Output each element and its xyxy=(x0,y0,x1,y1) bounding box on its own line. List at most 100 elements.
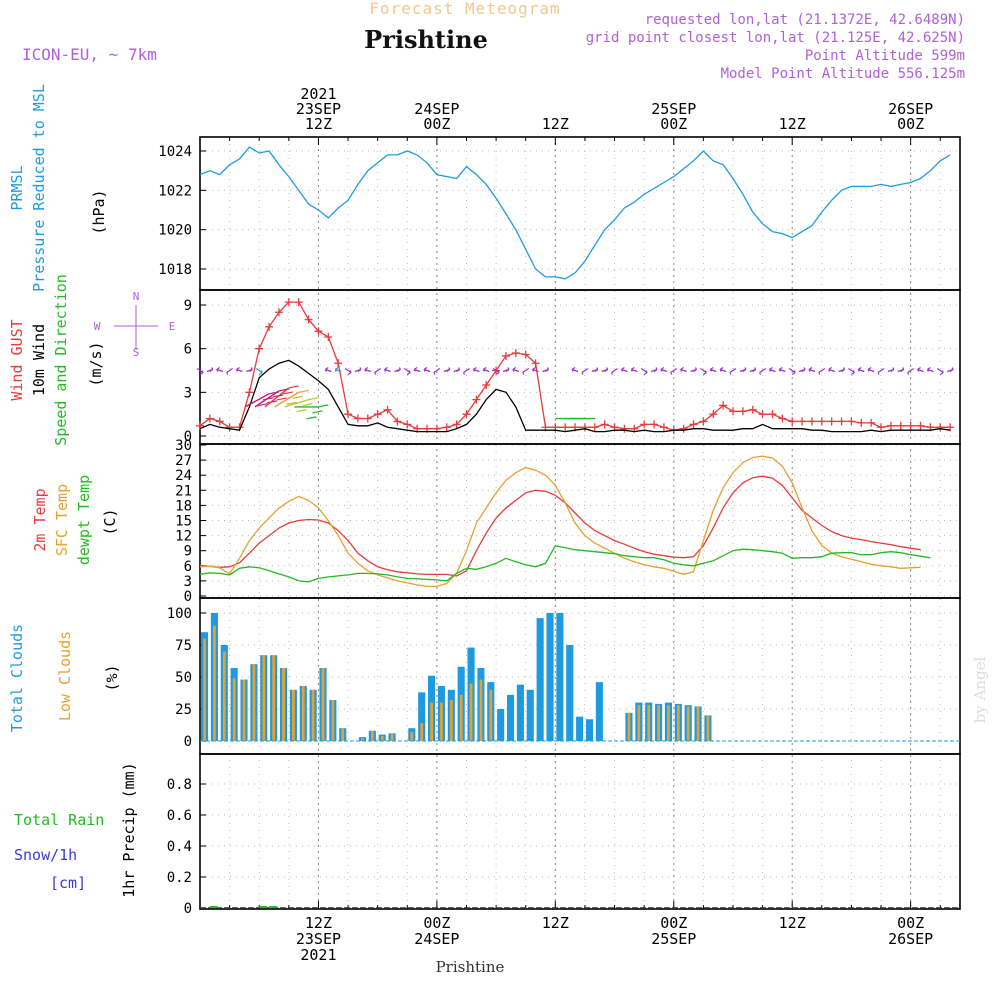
pressure-line xyxy=(199,146,951,280)
low-cloud-bar xyxy=(222,651,226,741)
precip-legend-item: Total Rain xyxy=(14,811,104,829)
gust-marker xyxy=(393,417,402,426)
wind-direction-arrow xyxy=(591,367,599,373)
time-label-top: 00Z xyxy=(897,115,924,133)
gust-marker xyxy=(353,414,362,423)
gust-marker xyxy=(452,420,461,429)
wind-direction-arrow xyxy=(778,367,786,373)
time-label-top: 24SEP xyxy=(414,100,459,118)
y-tick-label-temperature: 30 xyxy=(175,438,192,454)
wind-direction-arrow xyxy=(482,367,490,373)
time-label-top: 12Z xyxy=(779,115,806,133)
low-cloud-bar xyxy=(410,732,414,741)
low-cloud-bar xyxy=(370,730,374,741)
low-cloud-bar xyxy=(301,685,305,741)
wind-direction-arrow xyxy=(798,367,806,373)
total-cloud-bar xyxy=(546,613,554,741)
wind-direction-arrow xyxy=(620,367,628,373)
y-tick-label-temperature: 9 xyxy=(184,544,192,560)
gust-marker xyxy=(709,410,718,419)
gust-marker xyxy=(344,410,353,419)
low-cloud-bar xyxy=(469,683,473,741)
gust-marker xyxy=(462,410,471,419)
y-tick-label-temperature: 21 xyxy=(175,483,192,499)
low-cloud-bar xyxy=(252,664,256,741)
low-cloud-bar xyxy=(321,668,325,741)
location-title: Prishtine xyxy=(364,25,488,54)
low-cloud-bar xyxy=(420,723,424,741)
low-cloud-bar xyxy=(262,655,266,741)
gust-marker xyxy=(265,322,274,331)
wind-direction-arrow xyxy=(729,368,737,375)
panel-labels: PRMSL Pressure Reduced to MSL (hPa) Wind GU… xyxy=(8,84,175,898)
axis-ticks: 1018102010221024036903691215182124273002… xyxy=(158,85,941,964)
wind-direction-arrow xyxy=(354,367,362,373)
wind-direction-arrow xyxy=(246,367,253,373)
y-tick-label-pressure: 1024 xyxy=(158,144,192,160)
gust-marker xyxy=(906,421,915,430)
wind-direction-arrow xyxy=(926,367,934,373)
y-tick-label-pressure: 1020 xyxy=(158,223,192,239)
pressure-label: Pressure Reduced to MSL xyxy=(30,84,48,292)
panel-frame-precip xyxy=(199,753,961,910)
wind-direction-arrow xyxy=(768,367,776,373)
wind-direction-arrow xyxy=(324,367,332,373)
wind-direction-arrow xyxy=(383,367,391,373)
cloud-label: Low Clouds xyxy=(56,631,74,721)
wind-label: Speed and Direction xyxy=(52,274,70,446)
time-label-top: 26SEP xyxy=(888,100,933,118)
total-cloud-bar xyxy=(595,682,603,741)
gridpoint-coords: grid point closest lon,lat (21.125E, 42.… xyxy=(586,30,965,46)
gust-marker xyxy=(758,410,767,419)
wind-direction-arrow xyxy=(709,367,717,373)
total-cloud-bar xyxy=(516,684,524,741)
compass-e: E xyxy=(169,320,176,333)
wind-direction-arrow xyxy=(877,368,885,375)
gust-marker xyxy=(363,414,372,423)
wind-direction-arrow xyxy=(650,367,658,373)
y-tick-label-pressure: 1018 xyxy=(158,262,192,278)
rain-bar xyxy=(209,906,218,908)
gust-marker xyxy=(531,359,540,368)
gust-marker xyxy=(403,420,412,429)
gust-marker xyxy=(334,359,343,368)
wind-barb-flag xyxy=(286,401,297,405)
wind-direction-arrow xyxy=(334,367,342,373)
temp-label: dewpt Temp xyxy=(75,475,93,565)
wind-direction-arrow xyxy=(660,367,668,373)
y-tick-label-precip: 0 xyxy=(184,901,192,917)
wind-direction-arrow xyxy=(472,367,480,373)
y-tick-label-pressure: 1022 xyxy=(158,183,192,199)
low-cloud-bar xyxy=(380,735,384,741)
wind-direction-arrow xyxy=(690,367,698,373)
gust-marker xyxy=(255,344,264,353)
model-label: ICON-EU, ~ 7km xyxy=(22,45,157,64)
wind-direction-arrow xyxy=(828,367,835,373)
total-cloud-bar xyxy=(556,613,564,741)
y-tick-label-precip: 0.4 xyxy=(167,839,192,855)
y-tick-label-wind: 6 xyxy=(184,342,192,358)
wind-direction-arrow xyxy=(611,368,618,375)
wind-gust-line xyxy=(199,301,951,431)
low-cloud-bar xyxy=(696,706,700,741)
y-tick-label-clouds: 75 xyxy=(175,638,192,654)
time-label-top: 00Z xyxy=(423,115,450,133)
wind-direction-arrow xyxy=(946,367,954,373)
precip-axis-label: 1hr Precip (mm) xyxy=(120,762,138,897)
y-tick-label-wind: 3 xyxy=(184,385,192,401)
time-label-bottom: 25SEP xyxy=(651,930,696,948)
time-label-top: 12Z xyxy=(542,115,569,133)
gust-marker xyxy=(294,298,303,307)
2m-temp-line xyxy=(199,475,921,577)
wind-unit-label: (m/s) xyxy=(87,341,105,386)
wind-direction-arrow xyxy=(522,368,530,375)
wind-direction-arrow xyxy=(255,368,263,375)
compass-n: N xyxy=(133,290,140,303)
time-label-top: 00Z xyxy=(660,115,687,133)
low-cloud-bar xyxy=(657,705,660,741)
model-altitude: Model Point Altitude 556.125m xyxy=(721,66,965,82)
gust-marker xyxy=(877,423,886,432)
point-altitude: Point Altitude 599m xyxy=(805,48,965,64)
gust-marker xyxy=(640,420,649,429)
